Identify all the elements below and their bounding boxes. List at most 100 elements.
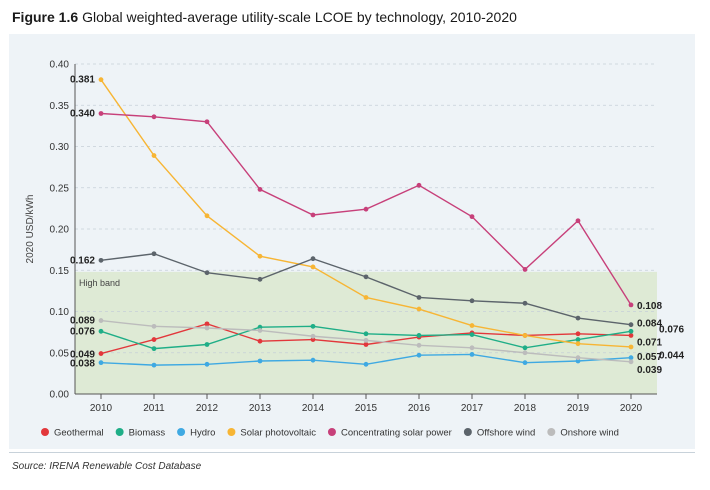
data-point-geothermal xyxy=(628,333,634,338)
data-point-geothermal xyxy=(363,342,369,347)
x-tick-label: 2014 xyxy=(302,403,325,414)
chart-panel: High band 0.00 0.05 0.10 0.15 0.20 0.25 0.30 0.3… xyxy=(9,34,695,449)
data-point-hydro xyxy=(469,352,475,357)
data-point-onshore-wind xyxy=(204,325,210,331)
legend-swatch-offshore-wind xyxy=(463,428,472,436)
data-point-concentrating-solar-power xyxy=(257,187,263,192)
y-tick-label: 0.10 xyxy=(50,307,70,318)
legend-swatch-biomass xyxy=(115,428,124,436)
legend-label-geothermal: Geothermal xyxy=(54,428,104,439)
data-point-solar-photovoltaic xyxy=(257,253,263,259)
data-point-hydro xyxy=(257,358,263,364)
data-point-concentrating-solar-power xyxy=(416,182,422,188)
legend-swatch-geothermal xyxy=(41,428,49,436)
legend-label-concentrating-solar-power: Concentrating solar power xyxy=(341,428,452,439)
data-point-biomass xyxy=(98,328,104,334)
data-point-offshore-wind xyxy=(204,270,210,276)
data-point-hydro xyxy=(628,355,634,361)
data-point-onshore-wind xyxy=(469,345,475,351)
data-point-onshore-wind xyxy=(151,323,157,329)
data-point-concentrating-solar-power xyxy=(151,114,157,120)
data-point-solar-photovoltaic xyxy=(469,323,475,328)
data-point-offshore-wind xyxy=(257,276,263,282)
end-value-label-solar-photovoltaic: 0.057 xyxy=(637,352,662,363)
figure-number: Figure 1.6 xyxy=(12,9,79,25)
start-value-label-solar-photovoltaic: 0.381 xyxy=(70,75,95,86)
data-point-biomass xyxy=(628,328,634,334)
data-point-solar-photovoltaic xyxy=(628,344,634,350)
data-point-solar-photovoltaic xyxy=(204,213,210,219)
data-point-hydro xyxy=(416,352,422,358)
data-point-onshore-wind xyxy=(363,337,369,343)
figure-title: Figure 1.6 Global weighted-average utilit… xyxy=(12,9,517,25)
data-point-hydro xyxy=(98,360,104,366)
data-point-geothermal xyxy=(310,337,316,342)
data-point-onshore-wind xyxy=(522,350,528,356)
y-tick-label: 0.20 xyxy=(50,225,70,236)
data-point-offshore-wind xyxy=(310,256,316,262)
start-value-label-biomass: 0.076 xyxy=(70,326,95,337)
data-point-biomass xyxy=(575,337,581,342)
x-tick-label: 2019 xyxy=(567,403,590,414)
data-point-biomass xyxy=(522,345,528,351)
start-value-label-hydro: 0.038 xyxy=(70,359,95,370)
legend-label-onshore-wind: Onshore wind xyxy=(560,428,619,439)
y-tick-label: 0.15 xyxy=(50,266,70,277)
legend-swatch-onshore-wind xyxy=(547,428,556,436)
data-point-onshore-wind xyxy=(416,342,422,348)
data-point-concentrating-solar-power xyxy=(363,206,369,212)
data-point-geothermal xyxy=(575,331,581,337)
data-point-biomass xyxy=(310,323,316,329)
y-axis-title: 2020 USD/kWh xyxy=(25,195,36,264)
data-point-offshore-wind xyxy=(416,295,422,300)
data-point-biomass xyxy=(469,332,475,337)
data-point-solar-photovoltaic xyxy=(575,341,581,347)
data-point-onshore-wind xyxy=(310,333,316,339)
data-point-solar-photovoltaic xyxy=(416,306,422,312)
x-tick-label: 2015 xyxy=(355,403,378,414)
x-tick-label: 2017 xyxy=(461,403,484,414)
data-point-offshore-wind xyxy=(575,315,581,321)
data-point-hydro xyxy=(151,362,157,368)
data-point-offshore-wind xyxy=(522,300,528,306)
data-point-biomass xyxy=(416,333,422,338)
data-point-geothermal xyxy=(204,321,210,327)
data-point-hydro xyxy=(310,357,316,363)
start-value-label-offshore-wind: 0.162 xyxy=(70,255,95,266)
data-point-biomass xyxy=(204,342,210,347)
data-point-onshore-wind xyxy=(575,355,581,361)
data-point-offshore-wind xyxy=(98,257,104,263)
data-point-concentrating-solar-power xyxy=(98,111,104,116)
data-point-offshore-wind xyxy=(151,251,157,257)
x-tick-label: 2018 xyxy=(514,403,537,414)
data-point-offshore-wind xyxy=(363,274,369,280)
data-point-offshore-wind xyxy=(469,298,475,304)
data-point-geothermal xyxy=(151,337,157,342)
x-tick-label: 2016 xyxy=(408,403,431,414)
data-point-solar-photovoltaic xyxy=(310,264,316,270)
data-point-onshore-wind xyxy=(98,318,104,323)
legend-label-biomass: Biomass xyxy=(129,428,166,439)
start-value-label-concentrating-solar-power: 0.340 xyxy=(70,109,95,120)
data-point-geothermal xyxy=(98,351,104,356)
y-tick-label: 0.00 xyxy=(50,390,70,401)
data-point-hydro xyxy=(363,361,369,367)
x-tick-label: 2013 xyxy=(249,403,272,414)
data-point-concentrating-solar-power xyxy=(628,302,634,308)
data-point-hydro xyxy=(204,361,210,367)
high-band-label: High band xyxy=(79,278,120,288)
start-value-label-onshore-wind: 0.089 xyxy=(70,316,95,327)
y-tick-label: 0.40 xyxy=(50,60,70,71)
x-tick-label: 2012 xyxy=(196,403,219,414)
legend-label-hydro: Hydro xyxy=(190,428,215,439)
data-point-hydro xyxy=(522,360,528,366)
x-tick-label: 2011 xyxy=(143,403,165,414)
legend-swatch-hydro xyxy=(177,428,186,436)
source-note: Source: IRENA Renewable Cost Database xyxy=(12,461,202,472)
figure-caption: Global weighted-average utility-scale LC… xyxy=(82,9,517,25)
data-point-solar-photovoltaic xyxy=(522,333,528,338)
data-point-biomass xyxy=(257,324,263,330)
y-tick-label: 0.05 xyxy=(50,348,70,359)
data-point-concentrating-solar-power xyxy=(310,212,316,218)
legend-label-offshore-wind: Offshore wind xyxy=(477,428,535,439)
